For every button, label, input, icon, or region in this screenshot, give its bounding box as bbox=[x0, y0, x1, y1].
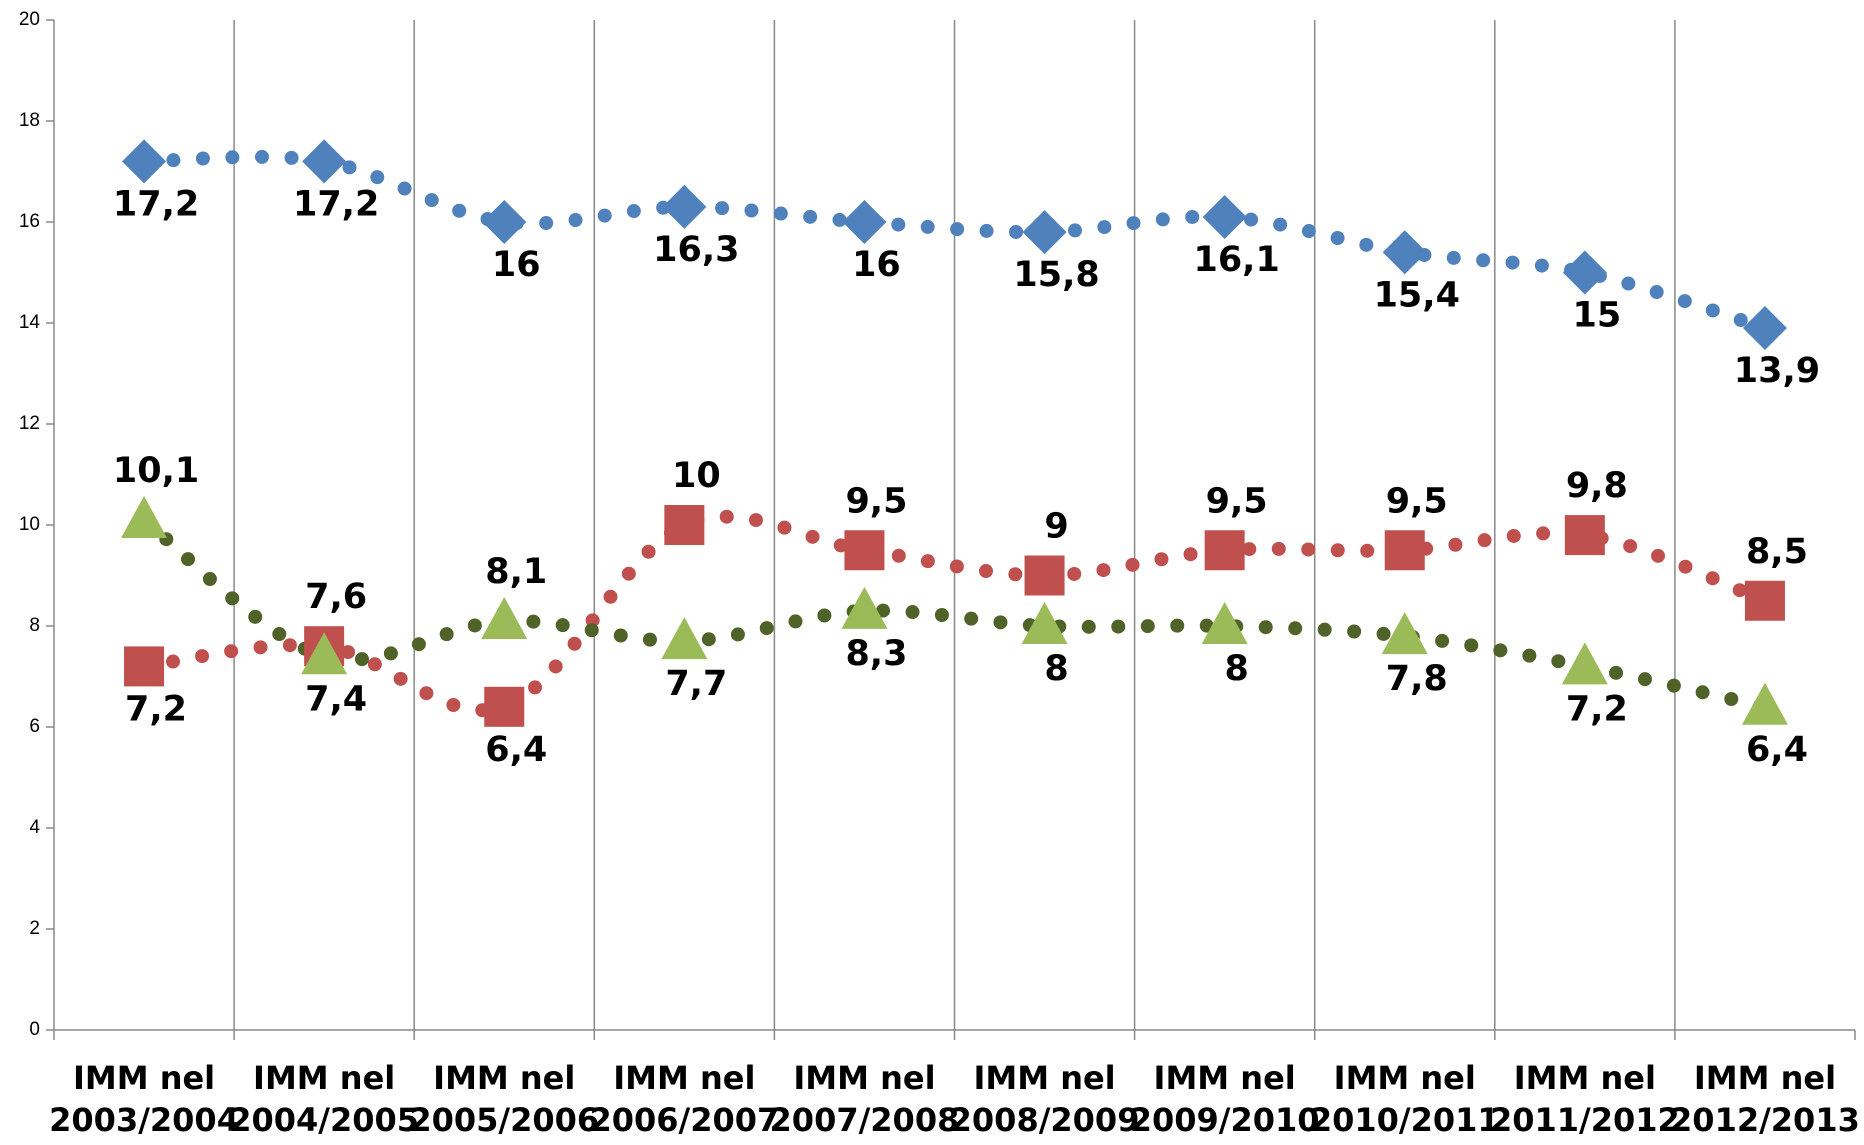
x-tick-label: IMM nel 2009/2010 bbox=[1130, 1059, 1320, 1139]
y-tick-label: 4 bbox=[29, 817, 40, 838]
data-label: 9,5 bbox=[845, 481, 907, 521]
series-line bbox=[137, 512, 1772, 714]
data-label: 7,8 bbox=[1386, 659, 1448, 699]
data-label: 16 bbox=[852, 245, 901, 285]
marker bbox=[301, 632, 348, 675]
data-label: 9,8 bbox=[1566, 466, 1628, 506]
series-line bbox=[137, 509, 1772, 718]
data-label: 6,4 bbox=[1746, 730, 1808, 770]
x-tick-label: IMM nel 2006/2007 bbox=[589, 1059, 779, 1139]
marker bbox=[1562, 250, 1607, 295]
marker bbox=[844, 530, 885, 571]
x-tick-label: IMM nel 2004/2005 bbox=[229, 1059, 419, 1139]
x-tick-label: IMM nel 2010/2011 bbox=[1310, 1059, 1500, 1139]
marker bbox=[121, 495, 168, 538]
data-label: 15 bbox=[1572, 296, 1621, 336]
data-label: 7,4 bbox=[305, 679, 367, 719]
x-tick-label: IMM nel 2012/2013 bbox=[1670, 1059, 1860, 1139]
data-label: 9,5 bbox=[1206, 481, 1268, 521]
marker bbox=[1742, 306, 1787, 351]
y-tick-label: 18 bbox=[19, 110, 40, 131]
x-tick-label: IMM nel 2007/2008 bbox=[770, 1059, 960, 1139]
marker bbox=[1024, 555, 1065, 596]
marker bbox=[484, 686, 525, 727]
marker bbox=[481, 596, 528, 639]
marker bbox=[1382, 230, 1427, 275]
marker bbox=[1741, 682, 1788, 725]
y-tick-label: 20 bbox=[19, 9, 40, 30]
y-tick-label: 16 bbox=[19, 211, 40, 232]
data-label: 15,8 bbox=[1013, 255, 1099, 295]
x-tick-label: IMM nel 2005/2006 bbox=[409, 1059, 599, 1139]
marker bbox=[661, 617, 708, 660]
marker bbox=[1202, 194, 1247, 239]
marker bbox=[122, 139, 167, 184]
data-label: 17,2 bbox=[293, 184, 379, 224]
data-label: 17,2 bbox=[113, 184, 199, 224]
x-tick-label: IMM nel 2011/2012 bbox=[1490, 1059, 1680, 1139]
data-label: 8,3 bbox=[845, 634, 907, 674]
data-label: 7,6 bbox=[305, 577, 367, 617]
marker bbox=[841, 586, 888, 629]
data-label: 7,2 bbox=[125, 689, 187, 729]
y-tick-label: 6 bbox=[29, 716, 40, 737]
marker bbox=[662, 184, 707, 229]
marker bbox=[842, 200, 887, 244]
marker bbox=[124, 646, 165, 687]
marker bbox=[1381, 612, 1428, 655]
marker bbox=[302, 139, 347, 184]
x-tick-label: IMM nel 2003/2004 bbox=[49, 1059, 239, 1139]
marker bbox=[1022, 210, 1067, 255]
marker bbox=[1204, 530, 1245, 571]
data-label: 10,1 bbox=[113, 451, 199, 491]
data-label: 9,5 bbox=[1386, 481, 1448, 521]
marker bbox=[1021, 602, 1068, 644]
data-label: 15,4 bbox=[1374, 275, 1460, 315]
marker bbox=[1564, 515, 1605, 556]
data-label: 8 bbox=[1044, 649, 1068, 689]
data-label: 8 bbox=[1224, 649, 1248, 689]
data-label: 7,7 bbox=[665, 664, 727, 704]
y-tick-label: 0 bbox=[29, 1019, 40, 1040]
data-label: 16,3 bbox=[653, 230, 739, 270]
marker bbox=[1744, 580, 1785, 621]
data-label: 9 bbox=[1044, 507, 1068, 547]
marker bbox=[1384, 530, 1425, 571]
data-label: 8,1 bbox=[485, 552, 547, 592]
data-label: 8,5 bbox=[1746, 532, 1808, 572]
data-label: 13,9 bbox=[1734, 351, 1820, 391]
data-label: 16 bbox=[492, 245, 541, 285]
data-label: 7,2 bbox=[1566, 689, 1628, 729]
y-tick-label: 10 bbox=[19, 514, 40, 535]
y-tick-label: 14 bbox=[19, 312, 41, 333]
data-label: 6,4 bbox=[485, 730, 547, 770]
data-label: 10 bbox=[672, 456, 721, 496]
marker bbox=[1561, 642, 1608, 685]
marker bbox=[664, 505, 705, 545]
y-tick-label: 2 bbox=[29, 918, 40, 939]
marker bbox=[1201, 602, 1248, 644]
x-tick-label: IMM nel 2008/2009 bbox=[950, 1059, 1140, 1139]
marker bbox=[482, 200, 527, 244]
y-tick-label: 8 bbox=[29, 615, 40, 636]
series-line bbox=[137, 149, 1772, 336]
y-tick-label: 12 bbox=[19, 413, 40, 434]
data-label: 16,1 bbox=[1193, 240, 1279, 280]
